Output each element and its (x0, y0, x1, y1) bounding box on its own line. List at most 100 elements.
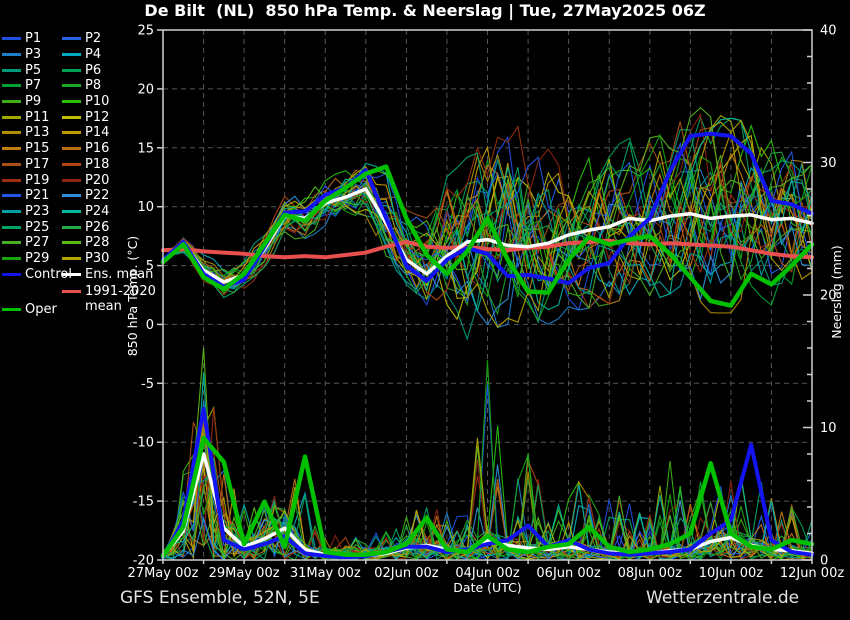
legend-row: P7 P8 (2, 78, 162, 94)
legend-swatch (62, 100, 81, 104)
legend-swatch (62, 68, 81, 72)
legend-item-p6: P6 (62, 63, 122, 78)
legend-item-p2: P2 (62, 31, 122, 46)
legend-item-p11: P11 (2, 110, 62, 125)
x-axis-tick-label: 02Jun 00z (374, 566, 439, 581)
legend-row: P29 P30 (2, 251, 162, 267)
legend-row: P19 P20 (2, 172, 162, 188)
y-left-tick-label: -10 (133, 436, 154, 451)
y-left-axis-title: 850 hPa Temp. (°C) (125, 236, 140, 356)
legend-item-1991-2020-mean: 1991-2020 mean (62, 284, 156, 314)
legend-swatch (62, 115, 81, 119)
legend-label: P20 (85, 172, 110, 188)
legend-swatch (62, 241, 81, 245)
legend-row: P3 P4 (2, 47, 162, 63)
legend-clim-line2: mean (85, 299, 122, 314)
x-axis-tick-label: 10Jun 00z (699, 566, 764, 581)
legend-row: P17 P18 (2, 157, 162, 173)
legend-item-p22: P22 (62, 188, 122, 203)
legend-row: P27 P28 (2, 235, 162, 251)
legend-swatch (62, 84, 81, 88)
x-axis-tick-label: 12Jun 00z (780, 566, 845, 581)
legend-swatch (2, 37, 21, 41)
legend-label: P15 (25, 141, 50, 157)
legend-swatch (2, 68, 21, 72)
series-line-1991-2020-mean (161, 238, 814, 260)
legend-label: P25 (25, 219, 50, 235)
legend-swatch (62, 256, 81, 260)
legend-swatch (2, 162, 21, 166)
legend-swatch (62, 162, 81, 166)
legend-swatch (2, 194, 21, 198)
legend-label: P16 (85, 141, 110, 157)
legend-row: Control Ens. mean (2, 266, 162, 282)
legend-swatch (2, 53, 21, 57)
footer-site-label: Wetterzentrale.de (646, 588, 800, 608)
legend-label: Ens. mean (85, 266, 154, 282)
legend-label: P14 (85, 125, 110, 141)
legend-label: P29 (25, 250, 50, 266)
legend-label: Control (25, 266, 72, 282)
series-line-ens-mean-precip (161, 452, 814, 558)
legend-label: P8 (85, 78, 102, 94)
legend-item-p23: P23 (2, 204, 62, 219)
legend-item-p9: P9 (2, 94, 62, 109)
legend-label: P27 (25, 235, 50, 251)
legend-row: P25 P26 (2, 219, 162, 235)
legend-item-p14: P14 (62, 125, 122, 140)
legend-item-p4: P4 (62, 47, 122, 62)
legend-item-p5: P5 (2, 63, 62, 78)
legend: P1 P2 P3 P4 P5 P6 P7 P8 P9 P10 P11 P12 P13 P14 P15 P16 P… (2, 31, 162, 331)
legend-label: P21 (25, 188, 50, 204)
legend-item-p19: P19 (2, 173, 62, 188)
legend-item-p7: P7 (2, 78, 62, 93)
y-right-tick-label: 10 (820, 421, 837, 436)
legend-row: P11 P12 (2, 109, 162, 125)
legend-swatch (62, 37, 81, 41)
y-left-tick-label: -15 (133, 495, 154, 510)
x-axis-tick-label: 04Jun 00z (455, 566, 520, 581)
legend-swatch (62, 272, 81, 276)
y-left-tick-label: 15 (137, 141, 154, 156)
legend-label: P2 (85, 31, 102, 47)
legend-swatch (2, 272, 21, 276)
legend-swatch (62, 290, 81, 293)
member-temp-line (162, 125, 813, 310)
legend-label: P24 (85, 203, 110, 219)
legend-item-p12: P12 (62, 110, 122, 125)
member-temp-line (162, 119, 813, 328)
legend-label: P9 (25, 94, 42, 110)
y-left-tick-label: 20 (137, 82, 154, 97)
legend-item-ens-mean: Ens. mean (62, 267, 153, 282)
legend-swatch (2, 241, 21, 245)
legend-item-p27: P27 (2, 235, 62, 250)
legend-label: P1 (25, 31, 42, 47)
legend-item-p24: P24 (62, 204, 122, 219)
axis-tick-labels: 25 20 15 10 5 0 -5 -10 -15 -20 40 30 20 10 0 27May 00z 2… (128, 24, 845, 582)
series-lines (160, 106, 815, 562)
y-right-tick-label: 0 (820, 554, 828, 569)
legend-swatch (2, 225, 21, 229)
legend-swatch (62, 209, 81, 213)
legend-swatch (62, 53, 81, 57)
legend-label: P17 (25, 156, 50, 172)
member-temp-line (162, 157, 813, 295)
legend-swatch (2, 308, 21, 311)
y-right-tick-label: 20 (820, 289, 837, 304)
legend-row: P15 P16 (2, 141, 162, 157)
legend-swatch (2, 209, 21, 213)
y-right-axis-title: Neerslag (mm) (829, 245, 844, 339)
legend-item-p29: P29 (2, 251, 62, 266)
legend-item-p10: P10 (62, 94, 122, 109)
legend-label: P7 (25, 78, 42, 94)
legend-item-p25: P25 (2, 220, 62, 235)
legend-swatch (2, 178, 21, 182)
legend-row: P23 P24 (2, 204, 162, 220)
x-axis-tick-label: 08Jun 00z (618, 566, 683, 581)
legend-item-oper: Oper (2, 302, 62, 317)
legend-row: P1 P2 (2, 31, 162, 47)
x-axis-tick-label: 27May 00z (128, 566, 199, 581)
legend-label: Oper (25, 302, 57, 317)
